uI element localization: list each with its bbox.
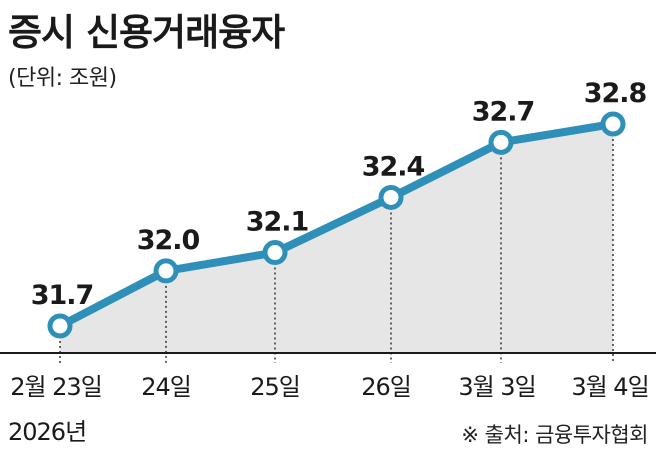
data-label-4: 32.7 (472, 96, 535, 127)
data-label-5: 32.8 (584, 78, 647, 109)
data-point-1 (153, 258, 179, 284)
year-label: 2026년 (8, 418, 86, 446)
x-tick-label-4: 3월 3일 (458, 373, 535, 401)
x-tick-label-3: 26일 (361, 373, 411, 401)
data-label-1: 32.0 (137, 225, 200, 256)
data-point-3 (378, 184, 404, 210)
series-area-fill (60, 124, 613, 353)
x-tick-label-2: 25일 (250, 373, 300, 401)
data-point-5 (600, 111, 626, 137)
source-note: ※ 출처: 금융투자협회 (461, 423, 648, 447)
x-tick-label-0: 2월 23일 (10, 373, 102, 401)
chart-title: 증시 신용거래융자 (8, 11, 285, 54)
series-line (56, 120, 617, 330)
x-tick-label-1: 24일 (141, 373, 191, 401)
data-point-4 (488, 129, 514, 155)
data-label-0: 31.7 (31, 280, 94, 311)
unit-label: (단위: 조원) (8, 66, 117, 91)
data-label-2: 32.1 (246, 207, 309, 238)
data-point-2 (262, 240, 288, 266)
data-label-3: 32.4 (362, 151, 425, 182)
x-tick-label-5: 3월 4일 (571, 373, 648, 401)
data-point-0 (47, 313, 73, 339)
